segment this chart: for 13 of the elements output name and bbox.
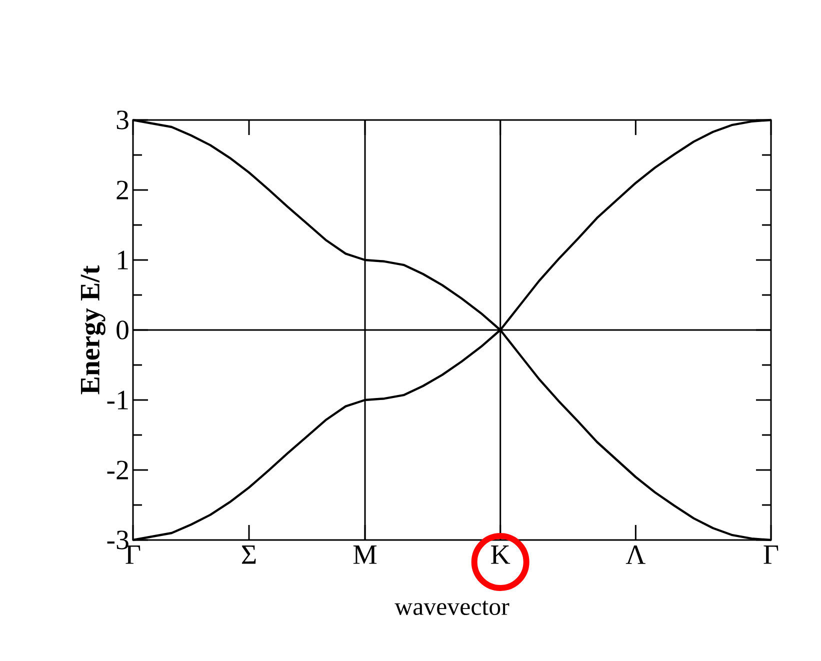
y-tick-label: 1 xyxy=(118,250,128,270)
y-tick-label: 2 xyxy=(116,180,128,200)
y-axis-title: Energy E/t xyxy=(80,265,106,394)
x-tick-label: K xyxy=(491,546,510,564)
y-tick-label: -1 xyxy=(107,390,128,410)
x-tick-label: M xyxy=(353,546,377,564)
x-tick-label: Λ xyxy=(626,546,646,564)
x-axis-title: wavevector xyxy=(394,600,510,616)
y-tick-label: 3 xyxy=(116,110,128,130)
y-tick-label: -2 xyxy=(107,460,128,480)
x-tick-label: Γ xyxy=(764,546,778,564)
y-tick-label: 0 xyxy=(116,320,128,340)
x-tick-label: Σ xyxy=(242,546,256,564)
